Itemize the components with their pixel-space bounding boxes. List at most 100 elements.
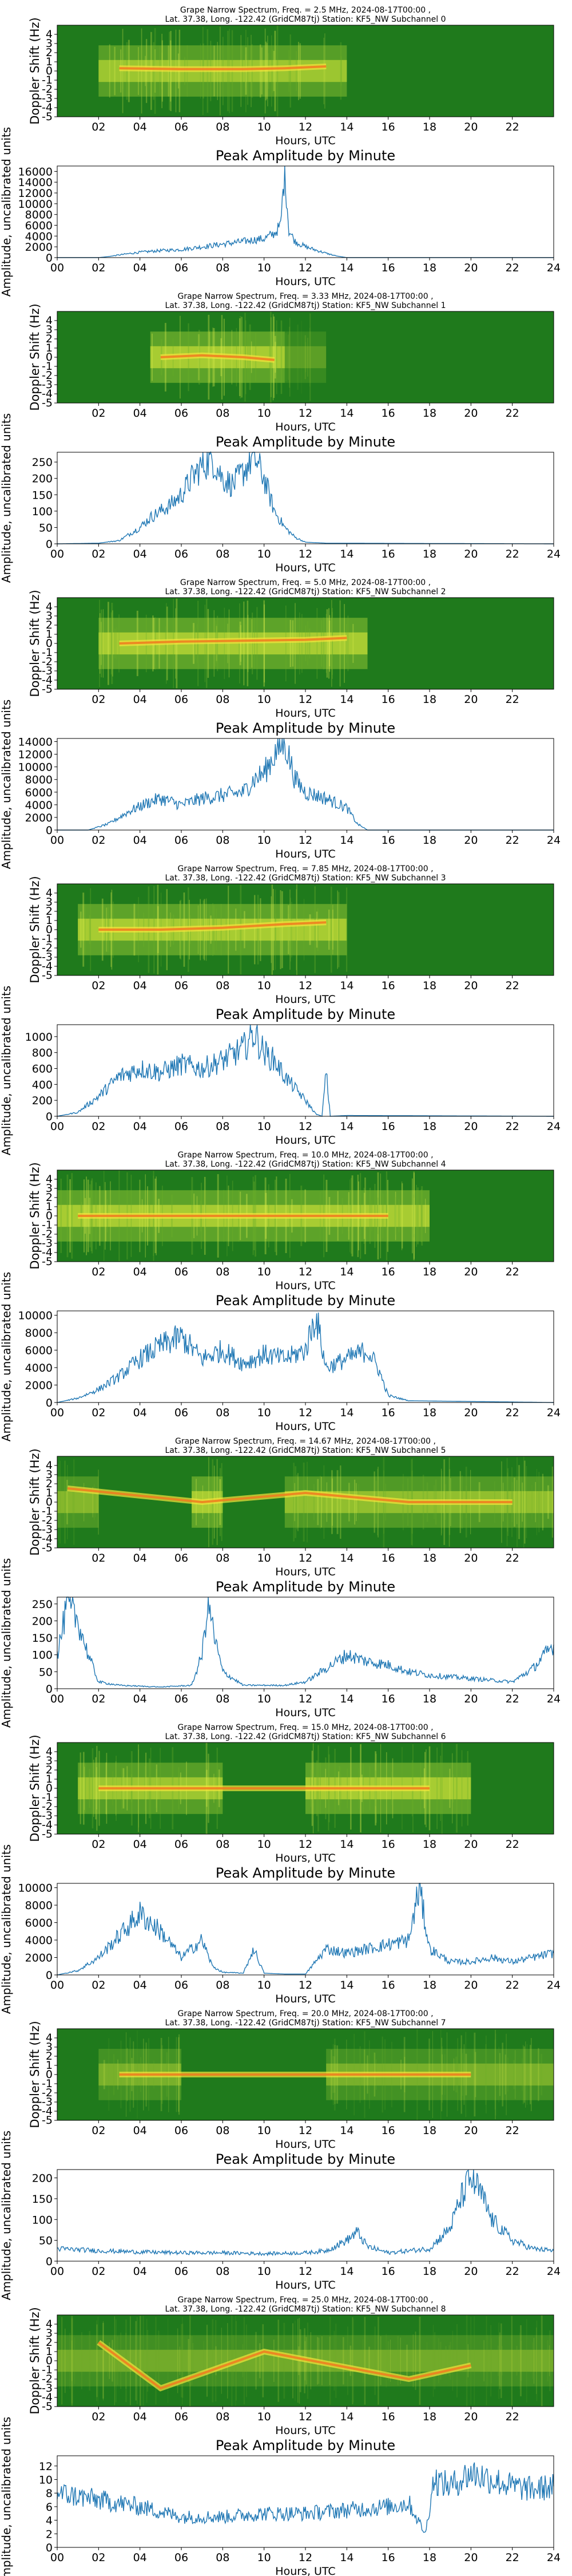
x-tick-label: 06 <box>174 2551 188 2564</box>
x-tick-label: 22 <box>506 1266 519 1278</box>
x-tick-label: 04 <box>133 2411 147 2423</box>
amplitude-title: Peak Amplitude by Minute <box>216 2151 395 2167</box>
striation <box>374 1471 375 1533</box>
y-tick-label: 100 <box>32 1649 53 1662</box>
striation <box>135 2321 137 2401</box>
striation <box>275 341 276 373</box>
x-tick-label: 22 <box>506 2265 519 2278</box>
x-tick-label: 10 <box>257 693 271 706</box>
striation <box>254 618 255 669</box>
y-tick-label: 2 <box>46 1477 53 1490</box>
x-tick-label: 08 <box>216 2265 229 2278</box>
x-tick-label: 22 <box>506 1120 519 1133</box>
y-tick-label: -1 <box>42 74 53 86</box>
x-tick-label: 14 <box>340 2265 353 2278</box>
x-tick-label: 18 <box>423 407 436 420</box>
y-axis-label: Amplitude, uncalibrated units <box>0 700 13 869</box>
striation <box>280 890 281 969</box>
striation <box>505 2055 506 2095</box>
x-tick-label: 06 <box>174 834 188 847</box>
x-tick-label: 18 <box>423 2124 436 2137</box>
x-tick-label: 24 <box>547 2265 561 2278</box>
y-tick-label: 150 <box>32 489 53 501</box>
x-tick-label: 22 <box>506 1552 519 1564</box>
x-tick-label: 04 <box>133 979 147 992</box>
amplitude-series-line <box>57 1312 554 1403</box>
striation <box>191 2336 193 2385</box>
striation <box>415 2332 416 2390</box>
striation <box>93 1760 94 1817</box>
doppler-trace <box>98 921 327 931</box>
amplitude-frame <box>57 2455 554 2548</box>
x-tick-label: 02 <box>92 1979 105 1992</box>
amplitude-chart-5: Peak Amplitude by Minute 0 50 100 150 200 250 0… <box>0 1558 561 1728</box>
y-tick-label: -1 <box>42 360 53 373</box>
x-tick-label: 16 <box>382 2265 395 2278</box>
y-tick-label: 4000 <box>25 230 53 243</box>
y-tick-label: 0 <box>46 2542 53 2554</box>
x-tick-label: 20 <box>464 1552 478 1564</box>
striation <box>99 599 100 688</box>
y-tick-label: 0 <box>46 2068 53 2081</box>
x-tick-label: 04 <box>133 834 147 847</box>
striation <box>514 1477 515 1527</box>
striation <box>541 2053 543 2096</box>
x-tick-label: 16 <box>382 979 395 992</box>
amplitude-title: Peak Amplitude by Minute <box>216 1579 395 1595</box>
striation <box>158 2330 160 2391</box>
y-tick-label: -3 <box>42 92 53 105</box>
y-tick-label: 1000 <box>25 1031 53 1044</box>
y-axis-label: Amplitude, uncalibrated units <box>0 1844 13 2014</box>
striation <box>227 2323 228 2399</box>
striation <box>541 2315 543 2407</box>
y-tick-label: 0 <box>46 637 53 650</box>
striation <box>155 2317 157 2405</box>
x-tick-label: 02 <box>92 979 105 992</box>
striation <box>439 2342 442 2380</box>
striation <box>498 2336 500 2385</box>
striation <box>395 1191 396 1240</box>
x-tick-label: 14 <box>340 1406 353 1419</box>
striation <box>251 619 253 668</box>
x-tick-label: 20 <box>464 1406 478 1419</box>
striation <box>330 886 332 973</box>
striation <box>66 1480 68 1524</box>
x-axis-label: Hours, UTC <box>275 2565 335 2576</box>
y-tick-label: 600 <box>32 1063 53 1076</box>
x-tick-label: 16 <box>382 1120 395 1133</box>
y-tick-label: -2 <box>42 2373 53 2385</box>
x-tick-label: 06 <box>174 1693 188 1705</box>
striation <box>96 1745 98 1831</box>
x-tick-label: 24 <box>547 1693 561 1705</box>
striation <box>308 628 311 659</box>
striation <box>263 600 265 687</box>
striation <box>456 1744 458 1833</box>
x-tick-label: 06 <box>174 1838 188 1851</box>
y-tick-label: -3 <box>42 951 53 963</box>
x-tick-label: 16 <box>382 2124 395 2137</box>
y-tick-label: 2000 <box>25 241 53 254</box>
x-tick-label: 06 <box>174 548 188 560</box>
striation <box>347 615 349 671</box>
striation <box>289 889 291 970</box>
y-tick-label: 1 <box>46 1200 53 1213</box>
striation <box>328 621 331 666</box>
striation <box>177 2328 178 2393</box>
x-tick-label: 08 <box>216 834 229 847</box>
striation <box>522 2045 525 2104</box>
y-tick-label: -5 <box>42 1828 53 1840</box>
y-tick-label: -1 <box>42 2364 53 2376</box>
striation <box>519 2332 521 2389</box>
x-tick-label: 18 <box>423 121 436 133</box>
y-tick-label: -2 <box>42 1514 53 1527</box>
x-axis-label: Hours, UTC <box>275 1566 335 1578</box>
striation <box>67 1464 68 1540</box>
x-tick-label: 16 <box>382 548 395 560</box>
x-tick-label: 22 <box>506 979 519 992</box>
x-tick-label: 24 <box>547 548 561 560</box>
y-axis-label: Doppler Shift (Hz) <box>28 876 42 983</box>
x-tick-label: 20 <box>464 2124 478 2137</box>
amplitude-series-line <box>57 2169 554 2257</box>
x-tick-label: 24 <box>547 1406 561 1419</box>
x-tick-label: 20 <box>464 1838 478 1851</box>
